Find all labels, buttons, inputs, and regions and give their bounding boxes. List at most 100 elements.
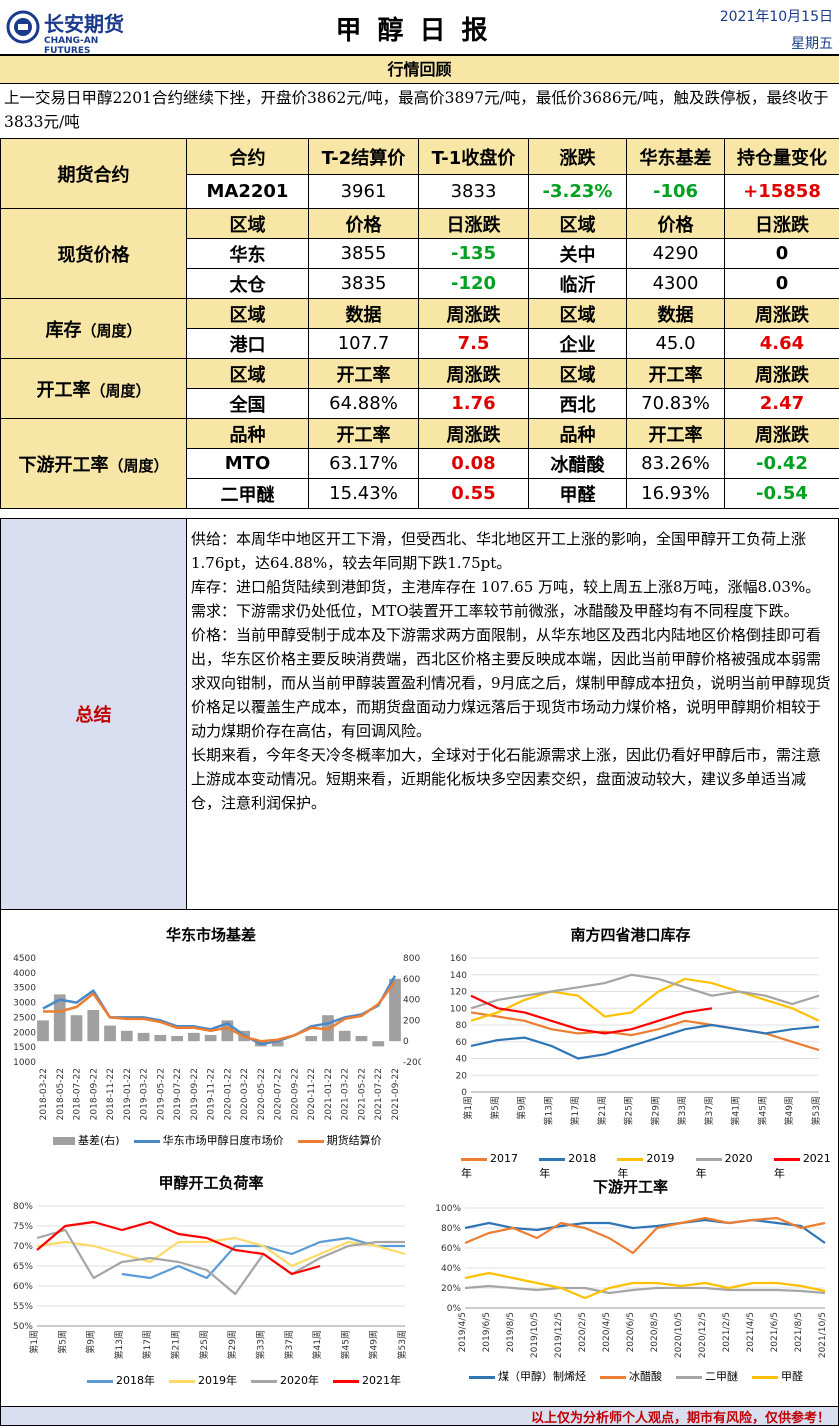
basis-bar <box>372 1041 385 1047</box>
spot-region: 华东 <box>186 238 309 269</box>
x-tick-label: 2018-03-22 <box>39 1068 49 1120</box>
x-tick-label: 第21周 <box>170 1330 182 1359</box>
legend-label: 2020年 <box>695 1152 753 1180</box>
x-tick-label: 2021-09-22 <box>391 1068 401 1120</box>
y-tick-label: 50% <box>13 1322 33 1332</box>
x-tick-label: 第29周 <box>649 1096 661 1125</box>
x-tick-label: 2020/4/5 <box>602 1312 612 1352</box>
downstream-rate: 63.17% <box>308 448 419 479</box>
summary-label: 总结 <box>75 705 112 726</box>
y-tick-label: 3000 <box>13 999 36 1009</box>
x-tick-label: 2018-07-22 <box>73 1068 83 1120</box>
inventory-row: 港口 107.7 7.5 企业 45.0 4.64 <box>1 328 839 359</box>
basis-bar <box>221 1020 234 1042</box>
series-line <box>470 977 820 1022</box>
spot-change: -135 <box>418 238 529 269</box>
futures-h5: 持仓量变化 <box>724 138 839 175</box>
series-line <box>43 981 396 1043</box>
operating-region: 全国 <box>186 388 309 419</box>
summary-text: 供给：本周华中地区开工下滑，但受西北、华北地区开工上涨的影响，全国甲醇开工负荷上… <box>191 527 831 815</box>
inventory-h1: 数据 <box>308 298 419 329</box>
basis-bar <box>389 978 401 1042</box>
x-tick-label: 第5周 <box>56 1330 68 1354</box>
y-tick-label: 80% <box>441 1224 461 1234</box>
futures-header-row: 期货合约 合约 T-2结算价 T-1收盘价 涨跌 华东基差 持仓量变化 <box>0 138 839 209</box>
legend-label: 二甲醚 <box>705 1370 738 1383</box>
downstream-rate: 83.26% <box>626 448 725 479</box>
inventory-change: 7.5 <box>418 328 529 359</box>
series-line <box>470 973 820 1010</box>
x-tick-label: 第1周 <box>462 1096 474 1120</box>
x-tick-label: 第9周 <box>516 1096 528 1120</box>
x-tick-label: 2019-09-22 <box>190 1068 200 1120</box>
x-tick-label: 第5周 <box>489 1096 501 1120</box>
futures-h4: 华东基差 <box>626 138 725 175</box>
spot-region: 临沂 <box>528 268 627 299</box>
y-tick-label: 55% <box>13 1302 33 1312</box>
x-tick-label: 第49周 <box>783 1096 795 1125</box>
chart-downstream-rate: 0% 20% 40% 60% 80% 100% 2019/4/5 2019/6/5 2019/8… <box>435 1204 828 1358</box>
y-tick-label: 20% <box>441 1284 461 1294</box>
report-date: 2021年10月15日 <box>719 9 833 25</box>
x-tick-label: 2021-01-22 <box>324 1068 334 1120</box>
downstream-change: 0.08 <box>418 448 529 479</box>
x-tick-label: 2021/4/5 <box>746 1312 756 1352</box>
legend-downstream: 煤（甲醇）制烯烃 冰醋酸 二甲醚 甲醛 <box>469 1368 803 1384</box>
x-tick-label: 2020/12/5 <box>698 1312 708 1358</box>
inventory-h0: 区域 <box>186 298 309 329</box>
legend-item: 华东市场甲醇日度市场价 <box>133 1132 284 1148</box>
x-tick-label: 2020-01-22 <box>223 1068 233 1120</box>
legend-operating: 2018年 2019年 2020年 2021年 <box>87 1372 401 1388</box>
basis-bar <box>53 994 66 1042</box>
spot-h2: 日涨跌 <box>418 208 529 239</box>
company-logo-icon <box>6 10 40 44</box>
legend-basis: 基差(右) 华东市场甲醇日度市场价 期货结算价 <box>53 1132 382 1148</box>
legend-item: 期货结算价 <box>297 1132 382 1148</box>
downstream-label: 下游开工率（周度） <box>0 418 187 509</box>
series-line <box>36 1228 405 1296</box>
inventory-change: 4.64 <box>724 328 839 359</box>
spot-region: 太仓 <box>186 268 309 299</box>
x-tick-label: 第33周 <box>676 1096 688 1125</box>
operating-rate: 70.83% <box>626 388 725 419</box>
y-tick-label: 1000 <box>13 1058 36 1068</box>
futures-h0: 合约 <box>186 138 309 175</box>
y-tick-label: 20 <box>456 1071 468 1081</box>
y-tick-label: 3500 <box>13 984 36 994</box>
x-tick-label: 2019-01-22 <box>123 1068 133 1120</box>
y2-tick-label: 200 <box>403 1016 420 1026</box>
legend-item: 2020年 <box>695 1152 760 1181</box>
inventory-region: 企业 <box>528 328 627 359</box>
inventory-h3: 区域 <box>528 298 627 329</box>
basis-bar <box>187 1032 200 1042</box>
series-line <box>470 994 713 1035</box>
y-tick-label: 40% <box>441 1264 461 1274</box>
operating-h3: 区域 <box>528 358 627 389</box>
x-tick-label: 2020-11-22 <box>307 1068 317 1120</box>
x-tick-label: 第53周 <box>810 1096 822 1125</box>
basis-bar <box>87 1010 100 1042</box>
operating-header-row: 开工率（周度） 区域 开工率 周涨跌 区域 开工率 周涨跌 <box>0 358 839 419</box>
y-tick-label: 60 <box>456 1038 468 1048</box>
downstream-label-text: 下游开工率 <box>18 454 109 476</box>
downstream-h4: 开工率 <box>626 418 725 449</box>
inventory-label-text: 库存 <box>45 319 82 341</box>
downstream-row: 二甲醚 15.43% 0.55 甲醛 16.93% -0.54 <box>1 478 839 509</box>
x-tick-label: 第17周 <box>569 1096 581 1125</box>
x-tick-label: 2018-11-22 <box>106 1068 116 1120</box>
y-tick-label: 60% <box>441 1244 461 1254</box>
operating-label: 开工率（周度） <box>0 358 187 419</box>
legend-item: 2020年 <box>251 1372 319 1388</box>
futures-basis: -106 <box>626 174 725 209</box>
basis-bar <box>104 1025 116 1042</box>
futures-h2: T-1收盘价 <box>418 138 529 175</box>
series-line <box>464 1284 826 1295</box>
legend-label: 煤（甲醇）制烯烃 <box>498 1370 586 1383</box>
legend-item: 2019年 <box>617 1152 681 1181</box>
chart-title-downstream: 下游开工率 <box>592 1178 668 1196</box>
x-tick-label: 第9周 <box>85 1330 97 1354</box>
y-tick-label: 80 <box>456 1021 468 1031</box>
basis-bar <box>120 1030 133 1042</box>
logo-en: CHANG-AN FUTURES <box>44 36 99 56</box>
series-line <box>36 1236 406 1268</box>
